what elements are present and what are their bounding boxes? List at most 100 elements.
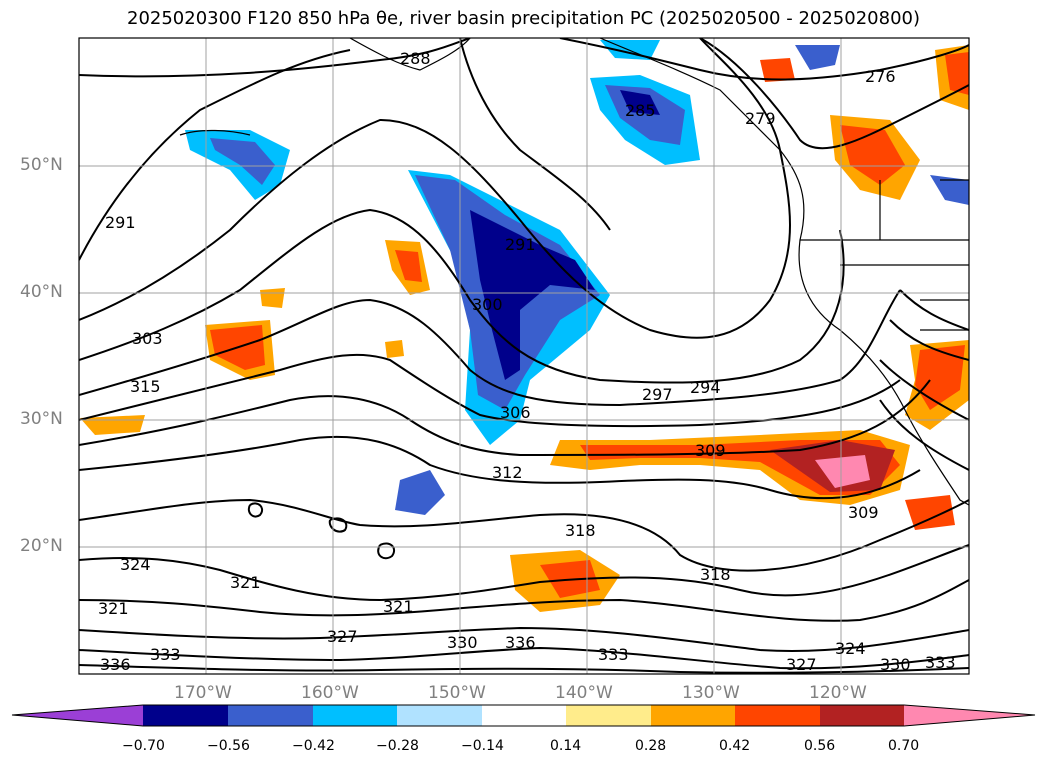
coastline-path — [349, 38, 471, 71]
lon-label: 140°W — [555, 683, 613, 703]
coastline-path — [179, 129, 251, 136]
contour-label: 327 — [327, 627, 358, 646]
contour-label: 324 — [120, 555, 151, 574]
positive-anomaly-band — [385, 340, 404, 358]
colorbar-tick: 0.56 — [804, 738, 836, 754]
lon-label: 120°W — [809, 683, 867, 703]
contour-line — [79, 435, 921, 500]
positive-anomaly-core — [815, 455, 870, 488]
lon-label: 150°W — [428, 683, 486, 703]
contour-line — [899, 289, 969, 331]
graticule — [79, 38, 969, 674]
contour-line — [79, 646, 969, 670]
contour-label: 327 — [786, 655, 817, 674]
contour-label: 312 — [492, 463, 523, 482]
coastline-path — [599, 38, 969, 506]
contour-label: 297 — [642, 385, 673, 404]
contour-label: 276 — [865, 67, 896, 86]
contour-line — [377, 542, 396, 560]
colorbar-tick: 0.42 — [719, 738, 751, 754]
contour-line — [79, 353, 901, 428]
contour-label: 330 — [447, 633, 478, 652]
contour-label: 303 — [132, 329, 163, 348]
colorbar-tick: −0.70 — [122, 738, 165, 754]
contour-label: 336 — [100, 655, 131, 674]
contour-line — [79, 664, 969, 674]
lat-label: 20°N — [20, 536, 63, 556]
lat-label: 50°N — [20, 155, 63, 175]
contour-line — [459, 38, 611, 231]
contour-label: 309 — [695, 441, 726, 460]
contour-line — [79, 208, 845, 384]
negative-anomaly-band — [930, 175, 969, 205]
colorbar-tick: −0.56 — [207, 738, 250, 754]
contour-line — [247, 502, 264, 518]
contour-label: 318 — [565, 521, 596, 540]
contour-line — [879, 399, 969, 471]
theta-e-contours — [79, 38, 969, 674]
colorbar-segment — [820, 705, 904, 726]
contour-line — [79, 544, 969, 602]
contour-label: 315 — [130, 377, 161, 396]
colorbar-segment — [651, 705, 735, 726]
negative-anomaly-band — [395, 470, 445, 515]
lon-label: 160°W — [301, 683, 359, 703]
colorbar-segment — [228, 705, 313, 726]
colorbar-tick: −0.28 — [376, 738, 419, 754]
contour-label: 324 — [835, 639, 866, 658]
colorbar-tick: −0.14 — [461, 738, 504, 754]
lon-label: 130°W — [682, 683, 740, 703]
positive-anomaly-band — [760, 58, 795, 82]
colorbar-tick: 0.70 — [888, 738, 920, 754]
positive-anomaly-band — [395, 250, 422, 282]
contour-line — [79, 498, 969, 572]
colorbar-segment — [482, 705, 566, 726]
map-title: 2025020300 F120 850 hPa θe, river basin … — [127, 8, 920, 29]
colorbar-tick: −0.42 — [292, 738, 335, 754]
coastline — [179, 38, 969, 506]
contour-line — [79, 49, 351, 261]
colorbar-segment — [566, 705, 651, 726]
contour-line — [79, 579, 969, 622]
contour-label: 333 — [150, 645, 181, 664]
contour-label: 321 — [383, 597, 414, 616]
positive-anomaly-band — [260, 288, 285, 308]
contour-line — [79, 38, 471, 78]
negative-anomaly-core — [470, 210, 595, 380]
lon-label: 170°W — [174, 683, 232, 703]
colorbar-segment — [143, 705, 228, 726]
contour-label: 294 — [690, 378, 721, 397]
negative-anomaly-core — [620, 90, 660, 115]
negative-anomaly-band — [210, 138, 275, 185]
positive-anomaly-band — [905, 495, 955, 530]
precip-shading — [80, 40, 969, 612]
colorbar-segment — [397, 705, 482, 726]
positive-anomaly-band — [945, 52, 969, 95]
contour-label: 285 — [625, 101, 656, 120]
lat-label: 30°N — [20, 409, 63, 429]
contour-line — [79, 379, 931, 457]
positive-anomaly-band — [915, 345, 965, 410]
contour-line — [699, 38, 969, 150]
contour-label: 333 — [598, 645, 629, 664]
negative-anomaly-band — [185, 130, 290, 200]
contour-line — [879, 359, 969, 421]
map-frame — [78, 37, 970, 675]
colorbar-tick: 0.28 — [635, 738, 667, 754]
lat-label: 40°N — [20, 282, 63, 302]
contour-line — [889, 319, 969, 361]
contour-label: 306 — [500, 403, 531, 422]
colorbar-segment — [313, 705, 397, 726]
colorbar — [11, 704, 1036, 727]
contour-label: 318 — [700, 565, 731, 584]
colorbar-tick: 0.14 — [550, 738, 582, 754]
contour-line — [79, 626, 969, 652]
contour-labels: 288 285 279 276 291 291 300 303 315 297 … — [98, 49, 956, 674]
contour-label: 291 — [105, 213, 136, 232]
contour-label: 309 — [848, 503, 879, 522]
contour-label: 333 — [925, 653, 956, 672]
contour-line — [79, 38, 791, 339]
negative-anomaly-band — [795, 45, 840, 70]
contour-label: 321 — [98, 599, 129, 618]
